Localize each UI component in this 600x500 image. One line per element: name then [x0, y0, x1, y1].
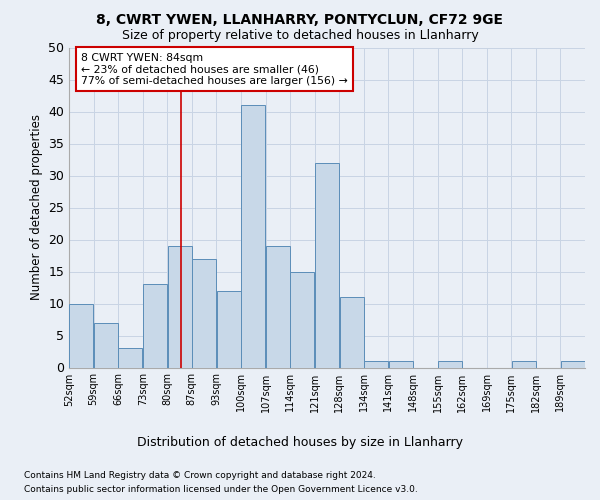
- Bar: [340, 297, 364, 368]
- Bar: [290, 272, 314, 368]
- Bar: [560, 361, 585, 368]
- Bar: [241, 105, 265, 368]
- Bar: [315, 162, 339, 368]
- Text: Size of property relative to detached houses in Llanharry: Size of property relative to detached ho…: [122, 28, 478, 42]
- Bar: [143, 284, 167, 368]
- Bar: [438, 361, 462, 368]
- Bar: [217, 290, 241, 368]
- Y-axis label: Number of detached properties: Number of detached properties: [29, 114, 43, 300]
- Text: 8, CWRT YWEN, LLANHARRY, PONTYCLUN, CF72 9GE: 8, CWRT YWEN, LLANHARRY, PONTYCLUN, CF72…: [97, 12, 503, 26]
- Bar: [266, 246, 290, 368]
- Bar: [389, 361, 413, 368]
- Text: Distribution of detached houses by size in Llanharry: Distribution of detached houses by size …: [137, 436, 463, 449]
- Bar: [364, 361, 388, 368]
- Bar: [94, 322, 118, 368]
- Bar: [118, 348, 142, 368]
- Bar: [192, 258, 216, 368]
- Text: 8 CWRT YWEN: 84sqm
← 23% of detached houses are smaller (46)
77% of semi-detache: 8 CWRT YWEN: 84sqm ← 23% of detached hou…: [81, 52, 348, 86]
- Bar: [167, 246, 191, 368]
- Text: Contains HM Land Registry data © Crown copyright and database right 2024.: Contains HM Land Registry data © Crown c…: [24, 472, 376, 480]
- Bar: [69, 304, 94, 368]
- Text: Contains public sector information licensed under the Open Government Licence v3: Contains public sector information licen…: [24, 484, 418, 494]
- Bar: [512, 361, 536, 368]
